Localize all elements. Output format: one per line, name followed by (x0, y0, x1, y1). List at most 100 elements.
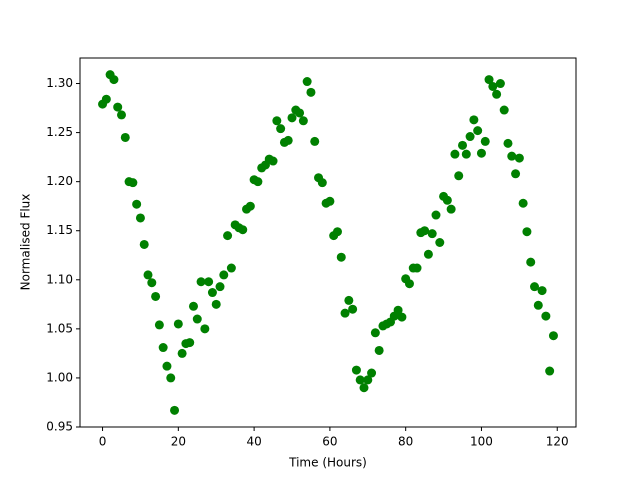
x-tick-label: 60 (322, 435, 337, 449)
data-point (135, 213, 145, 223)
data-point (219, 270, 229, 280)
data-point (355, 375, 365, 385)
data-point (545, 366, 555, 376)
data-point (215, 282, 225, 292)
data-point (101, 94, 111, 104)
data-point (359, 383, 369, 393)
x-tick-label: 0 (99, 435, 107, 449)
data-point (465, 132, 475, 142)
data-point (499, 105, 509, 115)
data-point (196, 277, 206, 287)
data-point (295, 108, 305, 118)
y-tick-label: 1.20 (46, 174, 73, 188)
data-point (435, 238, 445, 247)
data-point (431, 210, 441, 220)
data-point (238, 225, 248, 235)
x-axis-label: Time (Hours) (288, 456, 367, 470)
data-point (283, 135, 293, 145)
data-point (298, 116, 308, 126)
data-point (162, 361, 172, 371)
data-point (533, 300, 543, 310)
data-point (370, 328, 380, 338)
data-point (166, 373, 176, 383)
data-point (503, 138, 513, 148)
data-point (537, 286, 547, 296)
data-point (143, 270, 153, 280)
y-tick-label: 1.15 (46, 223, 73, 237)
data-point (177, 348, 187, 358)
data-point (132, 199, 142, 209)
data-point (120, 132, 130, 142)
data-point (454, 171, 464, 181)
x-tick-label: 120 (546, 435, 569, 449)
plot-frame (79, 57, 577, 428)
data-point (420, 226, 430, 236)
data-point (476, 148, 486, 158)
x-tick-label: 40 (246, 435, 261, 449)
data-point (397, 312, 407, 322)
data-point (518, 198, 528, 208)
data-point (348, 304, 358, 314)
data-point (374, 345, 384, 355)
data-point (325, 196, 335, 206)
data-point (226, 263, 236, 273)
data-point (541, 311, 551, 321)
data-point (423, 249, 433, 259)
data-point (204, 277, 214, 287)
data-point (526, 257, 536, 267)
data-point (317, 178, 327, 188)
data-point (245, 201, 255, 211)
data-point (507, 151, 517, 161)
data-point (188, 301, 198, 311)
data-point (332, 227, 342, 237)
data-point (548, 331, 558, 341)
data-point (511, 169, 521, 179)
data-point (492, 89, 502, 99)
data-point (427, 229, 437, 239)
data-point (393, 305, 403, 315)
data-point (530, 282, 540, 292)
data-point (170, 405, 180, 415)
y-axis-label: Normalised Flux (19, 194, 33, 291)
y-tick-label: 1.05 (46, 321, 73, 335)
data-point (522, 227, 532, 237)
data-point (276, 124, 286, 134)
data-point (185, 338, 195, 348)
data-point (128, 178, 138, 188)
data-point (223, 231, 233, 241)
data-point (363, 375, 373, 385)
data-point (207, 288, 217, 298)
data-point (514, 153, 524, 163)
y-tick-label: 1.25 (46, 125, 73, 139)
data-point (367, 368, 377, 378)
data-point (484, 75, 494, 85)
data-point (336, 252, 346, 262)
data-point (158, 343, 168, 353)
data-point (458, 140, 468, 150)
data-point (306, 87, 316, 97)
data-point (473, 126, 483, 136)
data-point (495, 79, 505, 89)
data-point (340, 308, 350, 318)
data-point (151, 291, 161, 301)
data-point (344, 295, 354, 305)
data-point (287, 113, 297, 123)
data-point (461, 149, 471, 159)
data-point (450, 149, 460, 159)
data-point (211, 299, 221, 309)
x-tick-label: 100 (470, 435, 493, 449)
data-point (488, 81, 498, 91)
y-tick-label: 1.10 (46, 272, 73, 286)
data-point (116, 110, 126, 120)
data-point (139, 239, 149, 249)
y-tick-label: 0.95 (46, 420, 73, 434)
data-point (404, 279, 414, 289)
data-point (154, 320, 164, 330)
data-point (446, 204, 456, 214)
y-tick-label: 1.30 (46, 76, 73, 90)
data-point (147, 278, 157, 288)
data-point (302, 77, 312, 87)
data-point (192, 314, 202, 324)
data-point (412, 263, 422, 273)
